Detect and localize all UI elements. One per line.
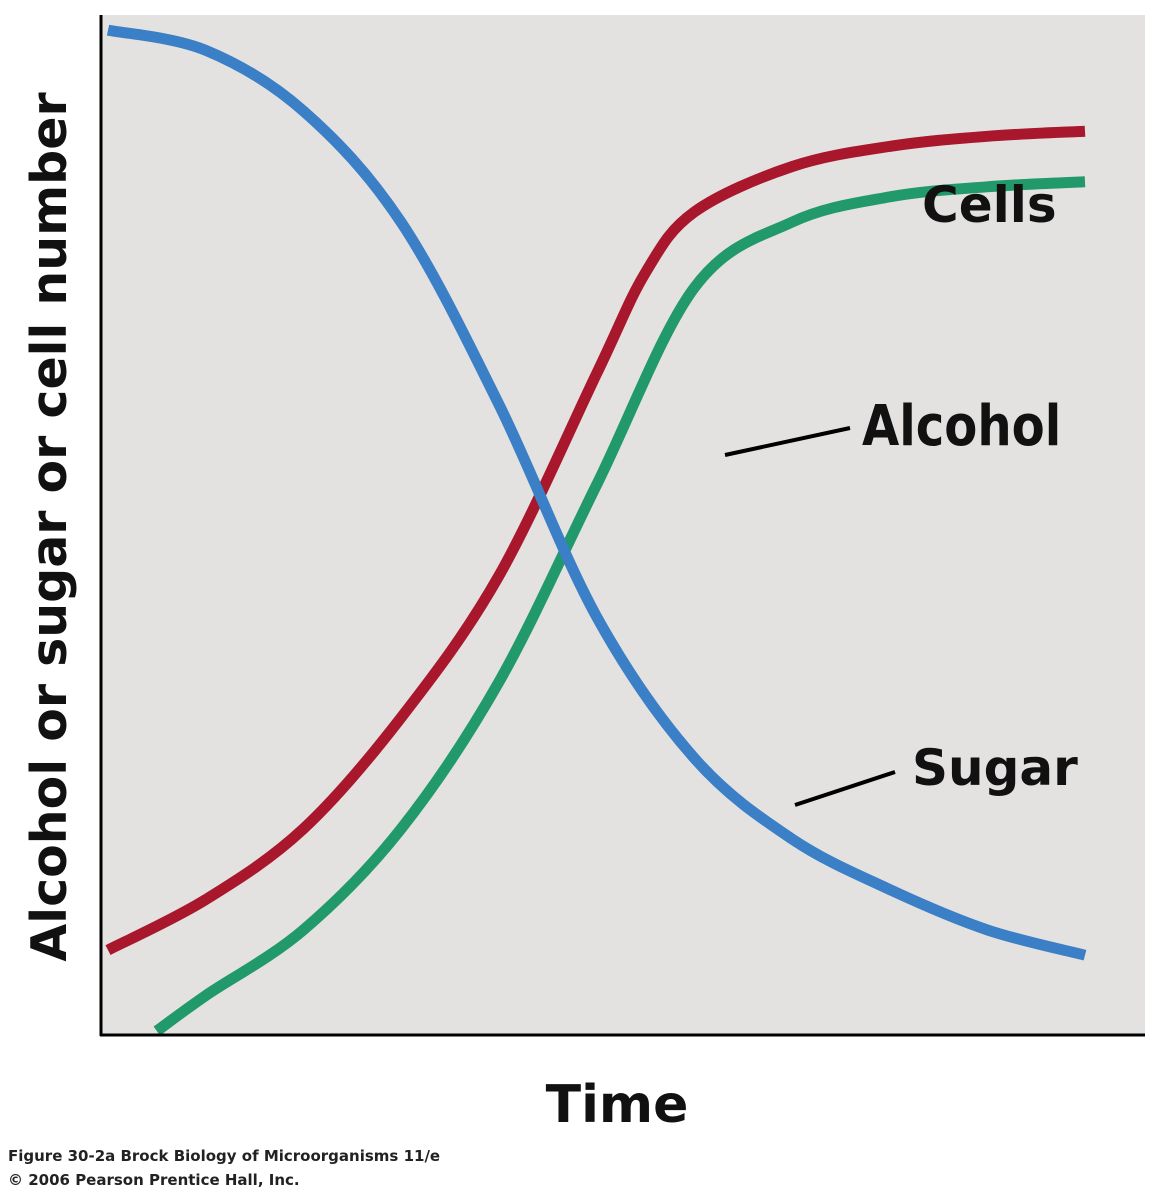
series-line-sugar (106, 24, 1087, 961)
x-axis-title: Time (546, 1075, 689, 1135)
plot-area (100, 15, 1145, 1035)
y-axis-title: Alcohol or sugar or cell number (21, 92, 78, 962)
figure-caption-copyright: © 2006 Pearson Prentice Hall, Inc. (8, 1171, 300, 1189)
series-line-alcohol (153, 176, 1086, 1036)
alcohol-leader-line (724, 426, 851, 457)
series-label-sugar: Sugar (912, 739, 1078, 797)
series-line-cells (105, 125, 1086, 955)
series-lines (105, 24, 1087, 1036)
series-label-alcohol: Alcohol (862, 395, 1061, 459)
figure-caption-title: Figure 30-2a Brock Biology of Microorgan… (8, 1147, 441, 1165)
sugar-leader-line (794, 770, 896, 807)
series-label-cells: Cells (922, 176, 1057, 234)
